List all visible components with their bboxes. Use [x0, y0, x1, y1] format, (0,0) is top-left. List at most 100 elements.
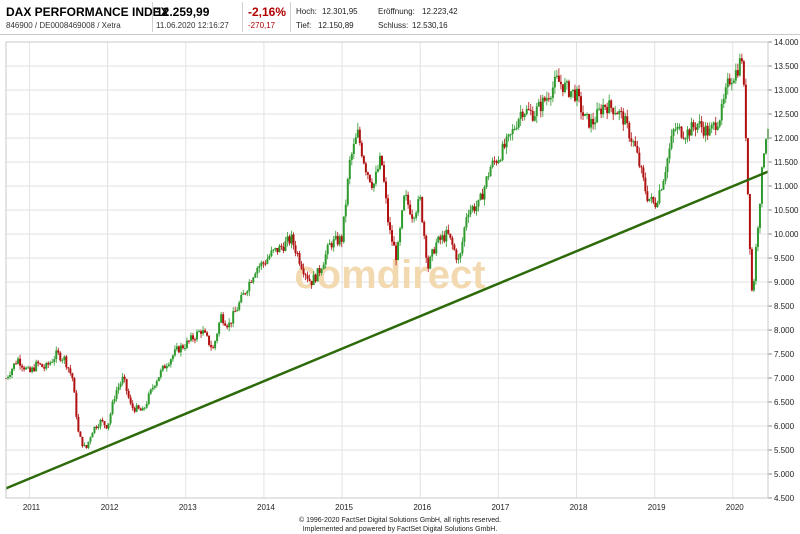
candle-body: [230, 322, 233, 324]
candle-body: [95, 426, 98, 429]
candle-body: [391, 230, 394, 242]
candle-body: [596, 109, 599, 123]
candle-body: [515, 127, 518, 129]
candle-body: [39, 363, 42, 365]
candle-body: [123, 376, 126, 380]
high-value: 12.301,95: [322, 7, 358, 16]
candle-body: [684, 138, 687, 140]
candle-body: [374, 171, 377, 184]
candle-body: [83, 445, 86, 447]
candle-body: [487, 176, 490, 178]
y-tick-label: 7.500: [774, 350, 795, 359]
candle-body: [296, 253, 299, 255]
candle-body: [370, 181, 373, 188]
candle-body: [473, 206, 476, 212]
candle-body: [425, 235, 428, 258]
trend-line: [5, 170, 769, 490]
candle-body: [760, 167, 763, 204]
y-tick-label: 6.500: [774, 398, 795, 407]
candle-body: [628, 123, 631, 139]
candle-body: [350, 153, 353, 160]
candle-body: [326, 244, 329, 255]
candle-body: [401, 210, 404, 229]
candle-body: [218, 322, 221, 334]
candle-body: [147, 393, 150, 404]
candle-body: [59, 352, 62, 361]
candle-body: [630, 138, 633, 142]
candle-body: [21, 365, 24, 368]
candle-body: [644, 177, 647, 192]
candle-body: [240, 294, 243, 303]
candle-body: [324, 254, 327, 265]
price-chart-svg: comdirect 4.5005.0005.5006.0006.5007.000…: [5, 38, 799, 512]
candle-body: [179, 345, 182, 353]
x-tick-label: 2018: [570, 503, 588, 512]
candle-body: [569, 91, 572, 97]
candle-body: [455, 249, 458, 260]
candle-body: [171, 355, 174, 360]
candle-body: [696, 123, 699, 130]
candle-body: [382, 165, 385, 182]
candle-body: [238, 302, 241, 310]
candle-body: [656, 202, 659, 208]
price-cell: 12.259,99 11.06.2020 12:16:27: [154, 2, 243, 32]
candle-body: [131, 403, 134, 408]
candle-body: [632, 141, 635, 143]
candle-body: [738, 58, 741, 76]
candle-body: [125, 379, 128, 392]
candle-body: [121, 376, 124, 384]
candle-body: [163, 365, 166, 369]
candle-body: [143, 407, 146, 409]
candle-body: [529, 109, 532, 111]
candle-body: [704, 125, 707, 136]
candle-body: [103, 421, 106, 426]
candle-body: [535, 106, 538, 117]
candle-body: [358, 129, 361, 143]
candle-body: [77, 416, 80, 432]
candle-body: [539, 101, 542, 112]
candle-body: [204, 330, 207, 333]
candle-body: [107, 423, 110, 429]
x-tick-label: 2013: [179, 503, 197, 512]
candle-body: [23, 367, 26, 370]
candle-body: [175, 346, 178, 350]
candle-body: [9, 375, 12, 377]
candle-body: [578, 88, 581, 97]
candle-body: [549, 97, 552, 100]
candle-body: [91, 432, 94, 438]
candle-body: [708, 128, 711, 136]
candle-body: [509, 134, 512, 136]
candle-body: [453, 244, 456, 250]
candle-body: [413, 217, 416, 219]
candle-body: [662, 181, 665, 190]
candle-body: [567, 81, 570, 97]
candle-body: [533, 116, 536, 121]
candle-body: [356, 129, 359, 138]
candle-body: [362, 156, 365, 164]
candle-body: [660, 189, 663, 191]
candle-body: [612, 107, 615, 115]
candle-body: [145, 403, 148, 408]
candle-body: [360, 142, 363, 157]
candle-body: [499, 160, 502, 162]
candle-body: [590, 118, 593, 128]
copyright-footer: © 1996-2020 FactSet Digital Solutions Gm…: [0, 516, 800, 534]
candle-body: [682, 137, 685, 139]
candle-body: [352, 143, 355, 154]
y-tick-label: 5.500: [774, 446, 795, 455]
candle-body: [716, 126, 719, 130]
candle-body: [471, 206, 474, 210]
candle-body: [368, 174, 371, 182]
candle-body: [666, 158, 669, 173]
candle-body: [33, 367, 36, 372]
instrument-name: DAX PERFORMANCE INDEX: [6, 5, 169, 19]
candle-body: [151, 387, 154, 390]
candle-body: [200, 331, 203, 334]
candle-body: [288, 236, 291, 244]
candle-body: [222, 314, 225, 324]
candle-body: [541, 97, 544, 112]
candle-body: [604, 104, 607, 107]
candle-body: [497, 160, 500, 164]
candle-body: [224, 323, 227, 326]
candle-body: [306, 275, 309, 279]
